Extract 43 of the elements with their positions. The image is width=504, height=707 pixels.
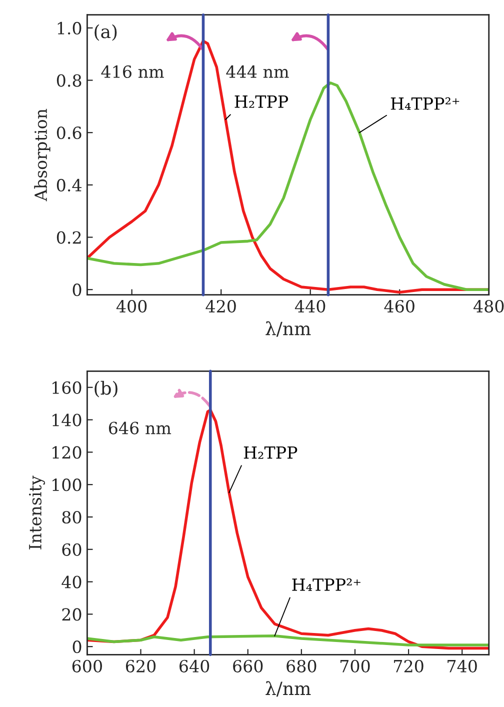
y-tick-label: 160: [52, 381, 82, 394]
y-tick-label: 20: [62, 608, 82, 621]
line-series: [87, 634, 489, 646]
x-tick-label: 660: [233, 660, 263, 672]
x-tick-label: 420: [206, 300, 236, 313]
y-tick-label: 140: [52, 414, 82, 426]
x-tick-label: 480: [473, 300, 504, 313]
y-tick-label: 40: [62, 576, 82, 588]
series-label: H₂TPP: [244, 446, 298, 459]
y-tick-label: 0: [72, 640, 82, 654]
x-tick-label: 740: [448, 660, 477, 672]
x-tick-label: 440: [294, 300, 326, 313]
x-tick-label: 720: [394, 660, 424, 672]
ref-line-label: 416 nm: [101, 65, 164, 78]
ref-line-label: 444 nm: [226, 65, 289, 78]
text: H₄TPP²⁺: [390, 97, 460, 110]
x-tick-label: 640: [180, 660, 210, 672]
y-tick-label: 60: [62, 543, 82, 556]
line-series: [87, 81, 489, 291]
x-tick-label: 460: [384, 300, 414, 313]
y-tick-label: 0.6: [56, 126, 82, 140]
y-tick-label: 120: [52, 446, 82, 459]
text: H₄TPP²⁺: [292, 578, 360, 591]
ref-line-label: 646 nm: [108, 422, 172, 434]
y-tick-label: 0.2: [56, 231, 81, 244]
y-tick-label: 0: [72, 284, 82, 296]
x-tick-label: 680: [286, 660, 316, 672]
y-tick-label: 0.4: [56, 178, 82, 192]
annotation: (a): [94, 24, 117, 41]
y-tick-label: 100: [52, 478, 82, 492]
y-tick-label: 0.8: [56, 74, 82, 87]
x-tick-label: 620: [126, 660, 156, 672]
y-tick-label: 1.0: [58, 22, 82, 34]
y-axis-title: Absorption: [34, 108, 50, 202]
x-tick-label: 400: [116, 300, 147, 313]
x-tick-label: 600: [72, 660, 102, 672]
x-axis-title: λ/nm: [266, 681, 311, 697]
series-label: H₂TPP: [234, 96, 288, 108]
y-tick-label: 80: [62, 510, 82, 524]
annotation: (b): [94, 380, 118, 398]
y-axis-title: Intensity: [28, 476, 45, 550]
x-tick-label: 700: [340, 660, 370, 672]
x-axis-title: λ/nm: [266, 321, 311, 337]
